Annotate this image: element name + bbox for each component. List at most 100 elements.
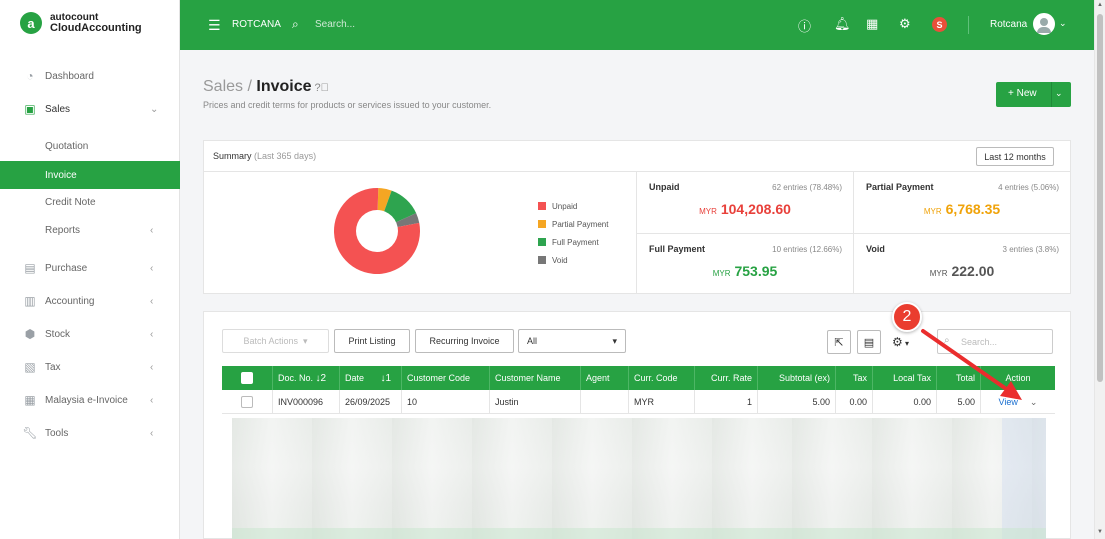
col-action: Action [1005,373,1031,383]
app-logo[interactable]: a autocount CloudAccounting [20,12,142,34]
stat-void[interactable]: Void 3 entries (3.8%) MYR 222.00 [866,244,1059,279]
legend-swatch [538,256,546,264]
row-checkbox[interactable] [222,390,273,414]
help-circle-icon[interactable]: ?⃝ [314,82,329,94]
dashboard-icon: ◔ [26,69,34,83]
cell-total: 5.00 [937,390,981,414]
view-link[interactable]: View [998,397,1018,407]
cell-doc-no: INV000096 [273,390,340,414]
help-icon[interactable]: ⓘ [798,19,812,34]
legend-swatch [538,220,546,228]
chevron-down-icon[interactable]: ⌄ [1029,396,1038,407]
col-agent[interactable]: Agent [581,366,629,390]
cell-curr-code: MYR [629,390,695,414]
cell-agent [581,390,629,414]
export-icon[interactable]: ⇱ [827,330,851,354]
col-date[interactable]: Date ↓1 [340,366,402,390]
sidebar-item-invoice[interactable]: Invoice [0,161,180,189]
col-curr-code[interactable]: Curr. Code [629,366,695,390]
summary-card: Summary (Last 365 days) Last 12 months U… [203,140,1071,294]
col-local-tax[interactable]: Local Tax [873,366,937,390]
col-customer-code[interactable]: Customer Code [402,366,490,390]
scrollbar[interactable]: ▲ ▼ [1094,0,1105,539]
sidebar-item-reports[interactable]: Reports ‹ [45,224,154,236]
user-badge[interactable]: S [932,17,947,32]
apps-grid-icon[interactable]: ▦ [866,16,879,31]
sidebar-item-quotation[interactable]: Quotation [45,140,89,152]
summary-title: Summary (Last 365 days) [213,151,317,161]
breadcrumb-parent[interactable]: Sales [203,78,244,95]
einvoice-icon: ▦ [24,393,36,407]
caret-down-icon: ▾ [612,335,617,346]
caret-down-icon: ▾ [303,335,308,346]
batch-actions-button[interactable]: Batch Actions ▾ [222,329,329,353]
chevron-left-icon: ‹ [150,262,154,274]
col-subtotal[interactable]: Subtotal (ex) [758,366,836,390]
sidebar-item-purchase[interactable]: ▤ Purchase ‹ [0,254,180,282]
sidebar-item-einvoice[interactable]: ▦ Malaysia e-Invoice ‹ [0,386,180,414]
user-name[interactable]: Rotcana [990,19,1028,30]
legend-item-full: Full Payment [538,233,608,251]
legend-item-partial: Partial Payment [538,215,608,233]
company-name[interactable]: ROTCANA [232,19,281,30]
blurred-rows [232,418,1046,539]
topbar: ☰ ROTCANA ⌕ Search... ⓘ 🔔︎ ▦ ⚙ S Rotcana… [180,0,1094,50]
divider [968,16,969,34]
chevron-left-icon: ‹ [150,394,154,406]
print-listing-button[interactable]: Print Listing [334,329,410,353]
stock-icon: ⬢ [24,327,36,341]
sidebar-item-sales[interactable]: ▣ Sales ⌄ [0,95,180,123]
sidebar-item-accounting[interactable]: ▥ Accounting ‹ [0,287,180,315]
avatar[interactable] [1033,13,1055,35]
sidebar-item-tools[interactable]: 🔧︎ Tools ‹ [22,426,154,440]
col-tax[interactable]: Tax [836,366,873,390]
range-button[interactable]: Last 12 months [976,147,1054,166]
legend-swatch [538,238,546,246]
chevron-down-icon[interactable]: ⌄ [1055,88,1063,98]
cell-tax: 0.00 [836,390,873,414]
status-filter-select[interactable]: All ▾ [518,329,626,353]
chevron-down-icon: ⌄ [150,103,159,115]
column-layout-icon[interactable]: ▤ [857,330,881,354]
gear-icon[interactable]: ⚙ ▾ [892,335,910,349]
col-doc-no[interactable]: Doc. No. ↓2 [273,366,340,390]
legend-item-void: Void [538,251,608,269]
cell-action: View ⌄ [981,390,1055,414]
page-heading: Invoice [256,78,312,95]
col-curr-rate[interactable]: Curr. Rate [695,366,758,390]
sidebar-item-tax[interactable]: ▧ Tax ‹ [0,353,180,381]
gear-icon[interactable]: ⚙ [899,16,911,31]
sidebar-item-credit-note[interactable]: Credit Note [45,196,96,208]
stat-partial-payment[interactable]: Partial Payment 4 entries (5.06%) MYR 6,7… [866,182,1059,217]
search-icon[interactable]: ⌕ [292,17,299,31]
chevron-down-icon[interactable]: ⌄ [1059,18,1067,28]
global-search-input[interactable]: Search... [315,19,356,30]
col-total[interactable]: Total [937,366,981,390]
chevron-left-icon: ‹ [150,328,154,340]
cell-customer-code: 10 [402,390,490,414]
tax-icon: ▧ [24,360,36,374]
bell-icon[interactable]: 🔔︎ [834,16,851,31]
chevron-left-icon: ‹ [150,295,154,307]
logo-badge: a [20,12,42,34]
recurring-invoice-button[interactable]: Recurring Invoice [415,329,514,353]
cell-subtotal: 5.00 [758,390,836,414]
legend-swatch [538,202,546,210]
stat-full-payment[interactable]: Full Payment 10 entries (12.66%) MYR 753.… [649,244,842,279]
col-customer-name[interactable]: Customer Name [490,366,581,390]
sidebar-item-dashboard[interactable]: ◔ Dashboard [0,62,180,90]
stat-unpaid[interactable]: Unpaid 62 entries (78.48%) MYR 104,208.60 [649,182,842,217]
brand-line2: CloudAccounting [50,22,142,34]
new-button[interactable]: + New ⌄ [996,82,1071,107]
hamburger-menu-icon[interactable]: ☰ [208,17,221,33]
listing-search-input[interactable]: ⌕ Search... [937,329,1053,354]
page-description: Prices and credit terms for products or … [203,100,492,110]
table-row[interactable]: INV000096 26/09/2025 10 Justin MYR 1 5.0… [222,390,1055,414]
table-header: Doc. No. ↓2 Date ↓1 Customer Code Custome… [222,366,1055,390]
select-all-checkbox[interactable] [222,366,273,390]
chevron-left-icon: ‹ [150,427,154,439]
search-icon: ⌕ [944,335,950,346]
sidebar-item-stock[interactable]: ⬢ Stock ‹ [0,320,180,348]
scroll-thumb [1097,14,1103,382]
step-badge: 2 [892,302,922,332]
